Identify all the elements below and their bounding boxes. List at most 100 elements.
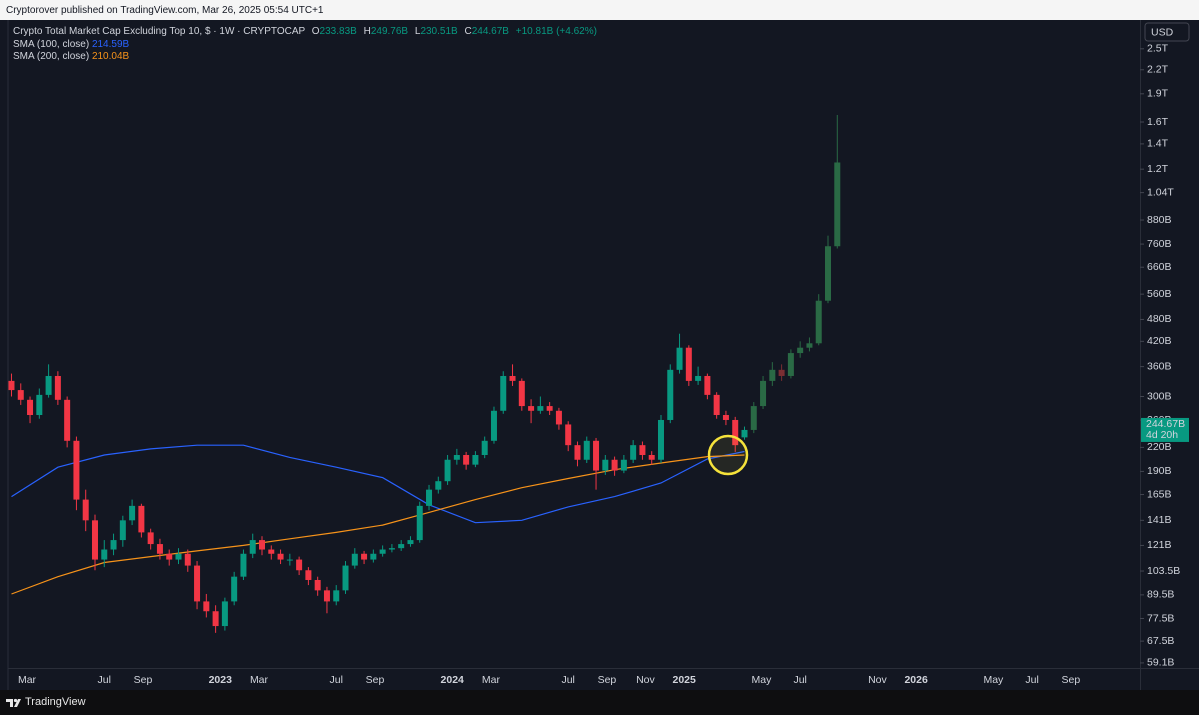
candle-body — [685, 347, 692, 381]
x-tick-label: 2026 — [904, 674, 928, 686]
candle-body — [333, 590, 340, 602]
indicator-name: SMA (100, close) — [13, 38, 90, 50]
candle-body — [732, 419, 739, 446]
y-tick-label: 1.4T — [1147, 138, 1169, 150]
candle-body — [555, 410, 562, 425]
ohlc-prefix: C — [464, 26, 472, 37]
x-tick-label: May — [752, 674, 773, 686]
y-tick-label: 67.5B — [1147, 635, 1174, 647]
candle-body — [537, 406, 544, 411]
sma-line — [11, 444, 745, 524]
x-tick-label: Sep — [1062, 674, 1081, 686]
candle-body — [147, 532, 154, 545]
currency-box[interactable] — [1144, 22, 1190, 42]
candle-body — [787, 353, 794, 376]
candle-body — [760, 380, 767, 407]
candle-body — [314, 579, 321, 591]
x-tick-label: Mar — [18, 674, 37, 686]
candle-body — [398, 544, 405, 549]
countdown: 4d 20h — [1146, 429, 1178, 441]
candle-body — [268, 549, 275, 554]
y-tick-label: 480B — [1147, 313, 1172, 325]
candle-body — [834, 162, 841, 247]
candle-body — [277, 553, 284, 560]
candle-body — [91, 520, 98, 560]
publisher: Cryptorover published on TradingView.com… — [6, 5, 324, 16]
candle-body — [17, 390, 24, 400]
highlight-circle — [707, 434, 749, 476]
candle-body — [806, 343, 813, 348]
ohlc-value: 244.67B — [471, 26, 509, 37]
candle-body — [453, 455, 460, 460]
ohlc-prefix: O — [311, 26, 320, 37]
candle-body — [36, 394, 43, 416]
background — [0, 20, 1199, 690]
candle-body — [119, 520, 126, 541]
indicator-legend[interactable]: SMA (100, close) 214.59B — [13, 39, 597, 52]
candle-body — [82, 499, 89, 521]
brand: TradingView — [25, 696, 86, 708]
ohlc-value: 233.83B — [319, 26, 357, 37]
y-tick-label: 190B — [1147, 465, 1172, 477]
candle-body — [296, 559, 303, 571]
change-pct: (+4.62%) — [556, 26, 597, 37]
logo — [6, 698, 21, 707]
candle-body — [27, 399, 34, 416]
candle-body — [546, 406, 553, 411]
y-tick-label: 760B — [1147, 238, 1172, 250]
candle-body — [305, 570, 312, 580]
candle-body — [101, 549, 108, 560]
candle-body — [797, 347, 804, 354]
candle-body — [54, 375, 61, 400]
y-tick-label: 2.5T — [1147, 43, 1169, 55]
candle-body — [741, 429, 748, 438]
candle-body — [184, 553, 191, 566]
candle-body — [156, 544, 163, 554]
candle-body — [713, 394, 720, 416]
candle-body — [695, 375, 702, 381]
plot-area — [8, 114, 841, 633]
candle-body — [426, 489, 433, 506]
x-tick-label: Nov — [636, 674, 655, 686]
publisher-bar: Cryptorover published on TradingView.com… — [0, 0, 1199, 20]
ohlc-value: 249.76B — [370, 26, 409, 37]
candle-body — [203, 601, 210, 612]
y-tick-label: 2.2T — [1147, 64, 1169, 76]
candle-body — [342, 565, 349, 591]
ohlc-value: 230.51B — [420, 26, 458, 37]
currency: USD — [1151, 26, 1174, 38]
candle-body — [110, 540, 117, 550]
x-tick-label: Sep — [134, 674, 153, 686]
y-tick-label: 1.6T — [1147, 116, 1169, 128]
candle-body — [435, 481, 442, 490]
candle-body — [73, 440, 80, 500]
candle-body — [351, 553, 358, 566]
axes: 2.5T 2.2T 1.9T 1.6T 1.4T 1.2T 1.04T 880B 760B 660… — [18, 43, 1189, 686]
indicator-value: 210.04B — [91, 51, 130, 62]
candle-body — [722, 415, 729, 420]
y-tick-label: 220B — [1147, 441, 1172, 453]
sma-line — [11, 454, 745, 595]
y-tick-label: 103.5B — [1147, 565, 1180, 577]
candle-body — [825, 246, 832, 301]
candle-body — [444, 459, 451, 482]
candle-body — [194, 565, 201, 602]
candle-body — [166, 553, 173, 560]
candle-body — [778, 369, 785, 376]
candle-body — [602, 459, 609, 471]
candle-body — [528, 406, 535, 411]
candle-body — [323, 590, 330, 602]
candle-body — [769, 369, 776, 381]
x-tick-label: Jul — [1025, 674, 1038, 686]
y-tick-label: 560B — [1147, 288, 1172, 300]
y-tick-label: 420B — [1147, 335, 1172, 347]
y-tick-label: 141B — [1147, 514, 1172, 526]
candle-body — [639, 445, 646, 456]
candle-body — [8, 380, 15, 391]
y-tick-label: 1.9T — [1147, 88, 1169, 100]
candle-body — [463, 455, 470, 465]
indicator-legend[interactable]: SMA (200, close) 210.04B — [13, 51, 597, 64]
candle-body — [704, 375, 711, 395]
candle-body — [416, 505, 423, 541]
